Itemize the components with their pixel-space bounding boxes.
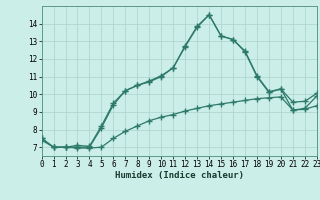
X-axis label: Humidex (Indice chaleur): Humidex (Indice chaleur) <box>115 171 244 180</box>
